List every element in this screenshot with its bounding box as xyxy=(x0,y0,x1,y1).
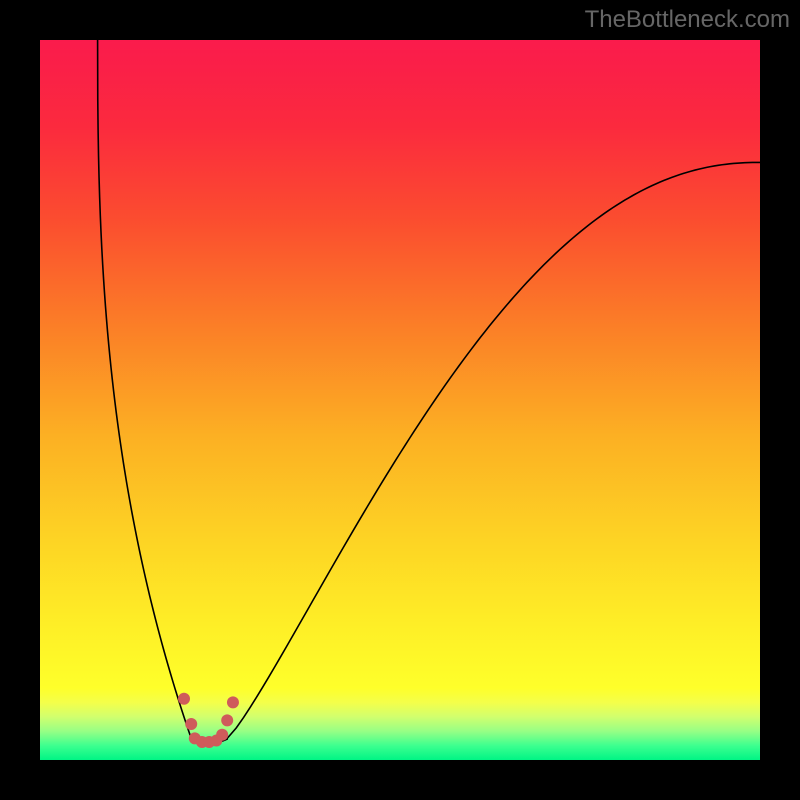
marker-dot xyxy=(178,693,190,705)
chart-stage: TheBottleneck.com xyxy=(0,0,800,800)
marker-dot xyxy=(227,696,239,708)
attribution-watermark: TheBottleneck.com xyxy=(585,6,790,34)
marker-dot xyxy=(185,718,197,730)
marker-dot xyxy=(216,729,228,741)
bottleneck-chart-svg xyxy=(0,0,800,800)
plot-background xyxy=(40,40,760,760)
marker-dot xyxy=(221,714,233,726)
